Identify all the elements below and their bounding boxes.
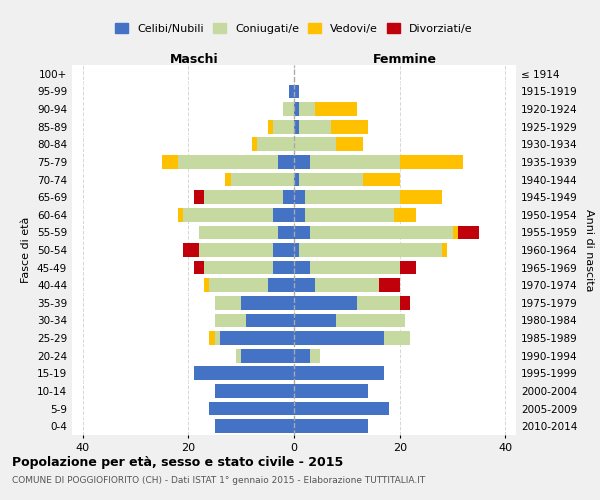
Bar: [363, 172, 400, 186]
Bar: [230, 172, 294, 186]
Bar: [273, 120, 294, 134]
Bar: [310, 260, 400, 274]
Bar: [220, 331, 294, 345]
Bar: [358, 296, 400, 310]
Bar: [299, 102, 315, 116]
Bar: [294, 226, 310, 239]
Bar: [273, 208, 294, 222]
Bar: [278, 226, 294, 239]
Bar: [294, 296, 358, 310]
Bar: [273, 243, 294, 257]
Y-axis label: Fasce di età: Fasce di età: [22, 217, 31, 283]
Bar: [400, 260, 416, 274]
Bar: [442, 243, 447, 257]
Bar: [315, 278, 379, 292]
Bar: [199, 226, 278, 239]
Bar: [452, 226, 458, 239]
Bar: [215, 331, 220, 345]
Bar: [209, 331, 215, 345]
Bar: [294, 120, 299, 134]
Bar: [183, 208, 273, 222]
Bar: [299, 172, 363, 186]
Bar: [299, 243, 442, 257]
Bar: [294, 172, 299, 186]
Bar: [305, 208, 394, 222]
Bar: [209, 402, 294, 415]
Text: COMUNE DI POGGIOFIORITO (CH) - Dati ISTAT 1° gennaio 2015 - Elaborazione TUTTITA: COMUNE DI POGGIOFIORITO (CH) - Dati ISTA…: [12, 476, 425, 485]
Text: Femmine: Femmine: [373, 53, 437, 66]
Bar: [294, 278, 315, 292]
Bar: [310, 155, 400, 169]
Bar: [294, 155, 310, 169]
Y-axis label: Anni di nascita: Anni di nascita: [584, 209, 594, 291]
Bar: [394, 208, 416, 222]
Bar: [305, 190, 400, 204]
Bar: [194, 190, 204, 204]
Bar: [336, 314, 405, 328]
Bar: [289, 84, 294, 98]
Text: Maschi: Maschi: [170, 53, 218, 66]
Bar: [294, 138, 336, 151]
Bar: [331, 120, 368, 134]
Bar: [268, 120, 273, 134]
Bar: [283, 102, 294, 116]
Bar: [379, 278, 400, 292]
Bar: [294, 102, 299, 116]
Bar: [336, 138, 363, 151]
Bar: [215, 420, 294, 433]
Bar: [299, 120, 331, 134]
Bar: [294, 402, 389, 415]
Bar: [209, 278, 268, 292]
Bar: [257, 138, 294, 151]
Bar: [400, 190, 442, 204]
Bar: [310, 349, 320, 362]
Bar: [236, 349, 241, 362]
Bar: [294, 190, 305, 204]
Bar: [199, 243, 273, 257]
Bar: [294, 314, 336, 328]
Legend: Celibi/Nubili, Coniugati/e, Vedovi/e, Divorziati/e: Celibi/Nubili, Coniugati/e, Vedovi/e, Di…: [111, 19, 477, 38]
Bar: [247, 314, 294, 328]
Bar: [215, 296, 241, 310]
Bar: [315, 102, 358, 116]
Bar: [294, 84, 299, 98]
Bar: [183, 243, 199, 257]
Bar: [278, 155, 294, 169]
Bar: [178, 208, 183, 222]
Bar: [215, 314, 247, 328]
Bar: [310, 226, 452, 239]
Bar: [294, 243, 299, 257]
Text: Popolazione per età, sesso e stato civile - 2015: Popolazione per età, sesso e stato civil…: [12, 456, 343, 469]
Bar: [384, 331, 410, 345]
Bar: [294, 331, 384, 345]
Bar: [458, 226, 479, 239]
Bar: [252, 138, 257, 151]
Bar: [162, 155, 178, 169]
Bar: [178, 155, 278, 169]
Bar: [215, 384, 294, 398]
Bar: [294, 384, 368, 398]
Bar: [294, 208, 305, 222]
Bar: [400, 296, 410, 310]
Bar: [294, 420, 368, 433]
Bar: [241, 296, 294, 310]
Bar: [273, 260, 294, 274]
Bar: [294, 349, 310, 362]
Bar: [283, 190, 294, 204]
Bar: [204, 190, 283, 204]
Bar: [194, 260, 204, 274]
Bar: [204, 260, 273, 274]
Bar: [400, 155, 463, 169]
Bar: [294, 260, 310, 274]
Bar: [241, 349, 294, 362]
Bar: [268, 278, 294, 292]
Bar: [294, 366, 384, 380]
Bar: [204, 278, 209, 292]
Bar: [194, 366, 294, 380]
Bar: [225, 172, 230, 186]
